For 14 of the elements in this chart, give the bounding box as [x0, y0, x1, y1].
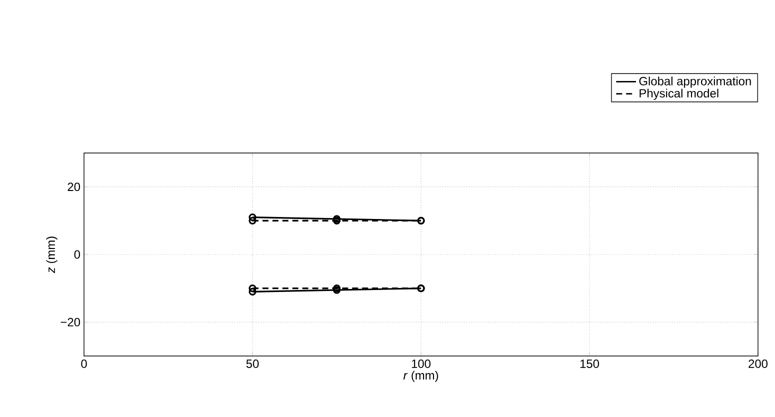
y-tick-label: 20 [68, 182, 80, 192]
point [248, 216, 256, 224]
legend-label: Global approximation [639, 76, 751, 88]
point [248, 284, 256, 292]
x-axis-title: r (mm) [403, 370, 438, 382]
legend-label: Physical model [640, 88, 718, 100]
y-axis-title: z (mm) [46, 236, 58, 274]
x-tick-label: 200 [748, 360, 768, 368]
x-tick-label: 150 [580, 360, 600, 368]
x-tick-label: 100 [412, 360, 431, 368]
y-tick-label: −20 [60, 318, 80, 326]
y-tick-label: 0 [74, 250, 80, 259]
x-tick-label: 50 [246, 360, 259, 368]
x-tick-label: 0 [81, 360, 87, 368]
